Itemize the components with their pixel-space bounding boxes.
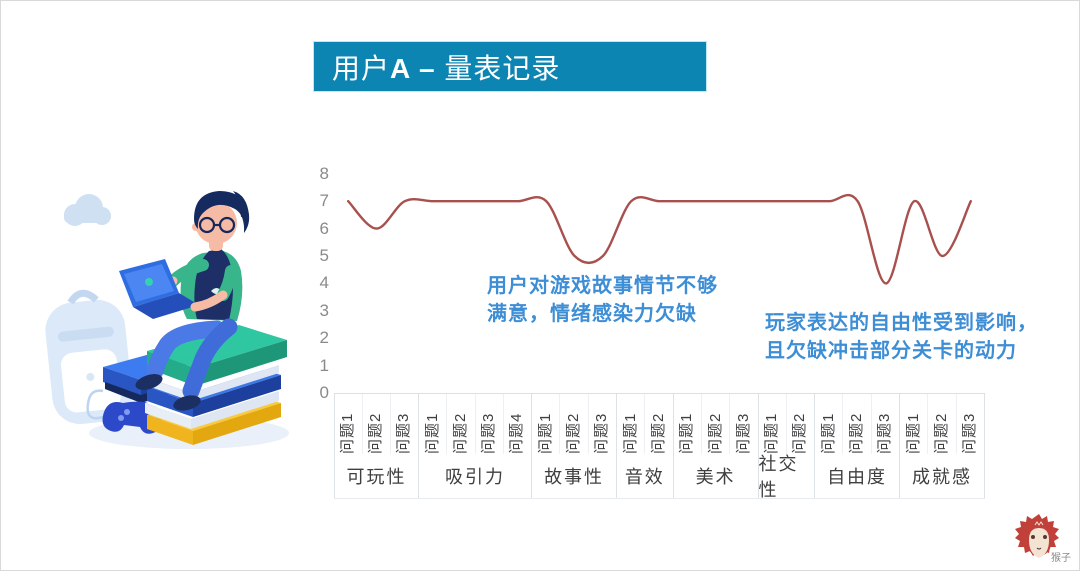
question-tick-cell: 问题1	[674, 394, 702, 454]
question-tick-label: 问题3	[961, 412, 979, 454]
backpack-icon	[45, 289, 133, 425]
annotation-freedom: 玩家表达的自由性受到影响， 且欠缺冲击部分关卡的动力	[765, 309, 1038, 365]
y-axis-tick-label: 2	[319, 328, 329, 348]
question-tick-cell: 问题3	[391, 394, 418, 454]
question-tick-cell: 问题2	[843, 394, 872, 454]
glasses-icon	[198, 216, 236, 234]
x-axis-label-table: 问题1 问题2 问题3 可玩性 问题1 问题2 问题3 问题4 吸引力 问题1 问题2 问题3 故事性问…	[334, 393, 985, 500]
category-group: 问题1 问题2 社交性	[758, 394, 816, 500]
category-label: 音效	[624, 467, 665, 487]
question-tick-cell: 问题1	[900, 394, 929, 454]
category-label: 可玩性	[346, 467, 407, 487]
question-tick-cell: 问题3	[957, 394, 984, 454]
question-tick-label: 问题2	[565, 412, 583, 454]
category-group: 问题1 问题2 问题3 故事性	[532, 394, 618, 498]
trend-line	[347, 193, 972, 285]
y-axis-tick-label: 0	[319, 383, 329, 402]
question-tick-cell: 问题4	[504, 394, 531, 454]
category-group: 问题1 问题2 问题3 美术	[674, 394, 759, 498]
question-tick-cell: 问题2	[560, 394, 589, 454]
annotation-story: 用户对游戏故事情节不够 满意，情绪感染力欠缺	[487, 272, 718, 328]
question-tick-cell: 问题2	[447, 394, 476, 454]
y-axis-tick-label: 6	[319, 218, 329, 238]
question-tick-cell: 问题2	[645, 394, 672, 454]
question-tick-cell: 问题2	[928, 394, 957, 454]
question-tick-label: 问题1	[621, 412, 639, 454]
person	[119, 191, 250, 411]
category-label: 社交性	[758, 454, 799, 500]
logo-label: 猴子	[1051, 553, 1071, 564]
y-axis-tick-label: 1	[319, 355, 329, 375]
question-tick-cell: 问题3	[589, 394, 616, 454]
question-tick-cell: 问题1	[617, 394, 646, 454]
category-group: 问题1 问题2 问题3 问题4 吸引力	[419, 394, 533, 498]
question-tick-label: 问题2	[367, 412, 385, 454]
y-axis-tick-label: 4	[319, 273, 329, 293]
category-group: 问题1 问题2 问题3 成就感	[900, 394, 985, 498]
question-tick-label: 问题3	[480, 412, 498, 454]
question-tick-cell: 问题1	[759, 394, 787, 454]
annotation-line: 满意，情绪感染力欠缺	[487, 303, 697, 325]
question-tick-cell: 问题2	[363, 394, 391, 454]
cable-line	[86, 389, 104, 420]
question-tick-cell: 问题2	[702, 394, 731, 454]
question-tick-label: 问题3	[593, 412, 611, 454]
question-tick-cell: 问题1	[335, 394, 363, 454]
category-label: 美术	[695, 467, 736, 487]
question-tick-cell: 问题3	[730, 394, 757, 454]
annotation-line: 用户对游戏故事情节不够	[487, 275, 718, 297]
y-axis-tick-label: 7	[319, 191, 329, 211]
question-tick-label: 问题3	[734, 412, 752, 454]
laptop-icon	[119, 259, 199, 319]
category-label: 吸引力	[445, 467, 505, 487]
question-tick-cell: 问题1	[532, 394, 561, 454]
y-axis-tick-label: 3	[319, 300, 329, 320]
question-tick-label: 问题3	[395, 412, 413, 454]
question-tick-label: 问题1	[339, 412, 357, 454]
cloud-icon	[64, 194, 111, 226]
category-group: 问题1 问题2 问题3 可玩性	[334, 394, 419, 498]
question-tick-label: 问题2	[932, 412, 950, 454]
page-title: 用户A – 量表记录	[332, 52, 561, 84]
category-label: 故事性	[544, 467, 605, 487]
question-tick-label: 问题1	[819, 412, 837, 454]
question-tick-cell: 问题3	[872, 394, 899, 454]
category-group: 问题1 问题2 问题3 自由度	[815, 394, 901, 498]
question-tick-label: 问题2	[848, 412, 866, 454]
annotation-line: 且欠缺冲击部分关卡的动力	[765, 340, 1017, 362]
annotation-line: 玩家表达的自由性受到影响，	[765, 312, 1038, 334]
question-tick-cell: 问题3	[476, 394, 504, 454]
y-axis-tick-label: 5	[319, 246, 329, 265]
question-tick-label: 问题1	[678, 412, 696, 454]
category-label: 自由度	[827, 467, 888, 487]
category-label: 成就感	[911, 467, 972, 487]
question-tick-cell: 问题1	[419, 394, 448, 454]
question-tick-label: 问题3	[876, 412, 894, 454]
question-tick-label: 问题2	[791, 412, 809, 454]
person-on-books-illustration	[45, 191, 289, 449]
question-tick-label: 问题4	[508, 412, 526, 454]
question-tick-label: 问题1	[763, 412, 781, 454]
question-tick-label: 问题2	[649, 412, 667, 454]
question-tick-label: 问题1	[904, 412, 922, 454]
question-tick-label: 问题2	[451, 412, 469, 454]
question-tick-cell: 问题2	[787, 394, 814, 454]
question-tick-label: 问题2	[706, 412, 724, 454]
slide-title-bar: 用户A – 量表记录	[314, 42, 706, 91]
question-tick-cell: 问题1	[815, 394, 844, 454]
y-axis-tick-label: 8	[319, 163, 329, 183]
monkey-logo-icon	[1015, 514, 1059, 558]
question-tick-label: 问题1	[536, 412, 554, 454]
question-tick-label: 问题1	[423, 412, 441, 454]
category-group: 问题1 问题2 音效	[617, 394, 674, 498]
